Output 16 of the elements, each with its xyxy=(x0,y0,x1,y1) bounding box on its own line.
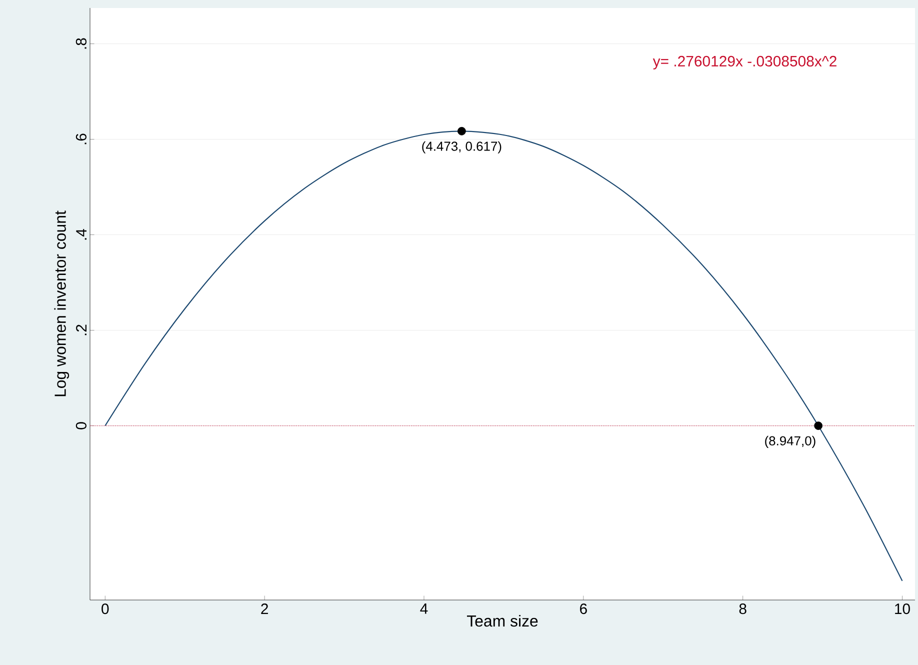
y-tick-label: .6 xyxy=(76,134,86,144)
x-axis-title: Team size xyxy=(466,614,538,627)
x-tick-label: 8 xyxy=(739,604,746,614)
annotation: (4.473, 0.617) xyxy=(422,141,502,154)
y-axis-title: Log women inventor count xyxy=(54,210,70,396)
x-tick-label: 2 xyxy=(261,604,268,614)
y-tick-label: .2 xyxy=(76,324,86,336)
x-tick-label: 6 xyxy=(580,604,587,614)
x-tick-label: 4 xyxy=(420,604,428,614)
y-tick-label: .4 xyxy=(76,228,86,240)
x-tick-label: 10 xyxy=(895,604,910,614)
annotation: y= .2760129x -.0308508x^2 xyxy=(652,56,836,70)
x-tick-label: 0 xyxy=(102,604,109,614)
y-tick-label: .8 xyxy=(76,38,86,49)
y-tick-label: 0 xyxy=(76,422,86,430)
annotation: (8.947,0) xyxy=(765,436,816,448)
